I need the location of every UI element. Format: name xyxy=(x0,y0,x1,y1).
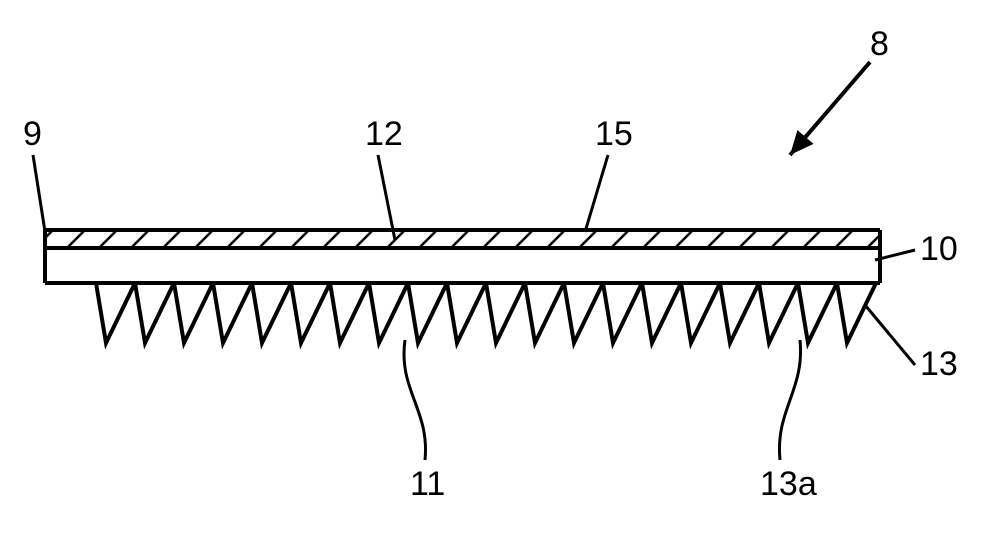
hatch-line xyxy=(643,230,661,248)
leader-l12 xyxy=(378,155,395,240)
hatch-line xyxy=(99,230,117,248)
leader-l15 xyxy=(585,155,608,232)
label-l8: 8 xyxy=(870,25,889,63)
hatch-line xyxy=(547,230,565,248)
hatch-line xyxy=(195,230,213,248)
hatch-line xyxy=(355,230,373,248)
label-l13: 13 xyxy=(920,345,958,383)
leader-l9 xyxy=(33,155,46,238)
hatch-line xyxy=(803,230,821,248)
leader-l13 xyxy=(865,305,915,365)
label-l13a: 13a xyxy=(760,465,817,503)
hatch-line xyxy=(515,230,533,248)
hatch-line xyxy=(227,230,245,248)
hatch-line xyxy=(131,230,149,248)
hatch-line xyxy=(707,230,725,248)
label-l10: 10 xyxy=(920,230,958,268)
technical-diagram: 8 9 10 11 12 13 13a 15 xyxy=(0,0,1000,559)
hatch-line xyxy=(675,230,693,248)
label-l9: 9 xyxy=(23,115,42,153)
hatch-line xyxy=(419,230,437,248)
hatch-line xyxy=(323,230,341,248)
leader-l11 xyxy=(404,340,426,460)
hatch-line xyxy=(579,230,597,248)
label-l12: 12 xyxy=(365,115,403,153)
hatch-line xyxy=(67,230,85,248)
hatch-line xyxy=(611,230,629,248)
label-l11: 11 xyxy=(410,465,445,503)
hatch-line xyxy=(835,230,853,248)
hatch-line xyxy=(163,230,181,248)
sawtooth-row xyxy=(96,283,876,343)
hatch-line xyxy=(739,230,757,248)
hatch-line xyxy=(259,230,277,248)
leader-l13a xyxy=(779,340,800,460)
hatch-line xyxy=(291,230,309,248)
hatch-line xyxy=(483,230,501,248)
hatch-line xyxy=(451,230,469,248)
hatch-line xyxy=(771,230,789,248)
label-l15: 15 xyxy=(595,115,633,153)
